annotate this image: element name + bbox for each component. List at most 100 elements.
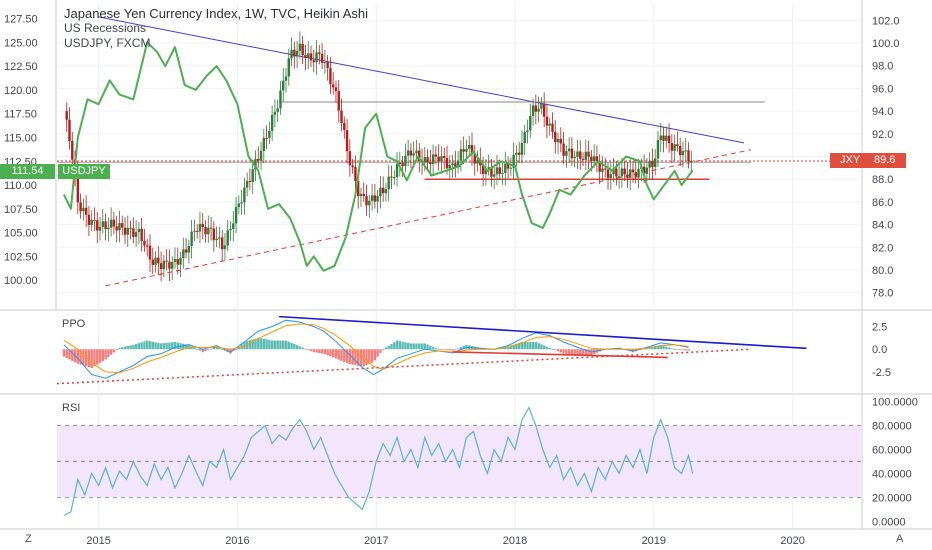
candle-body (193, 230, 196, 232)
candle-body (445, 157, 449, 169)
ppo-histogram-bar (584, 349, 588, 356)
candle-body (395, 164, 399, 177)
candle-body (312, 60, 315, 63)
candle-body (448, 165, 451, 169)
candle-body (676, 144, 679, 147)
candle-body (201, 223, 204, 228)
candle-body (173, 259, 177, 262)
x-axis-tick: 2015 (86, 535, 110, 547)
candle-body (123, 227, 127, 235)
ppo-histogram-bar (151, 341, 154, 350)
candle-body (662, 135, 665, 141)
ppo-histogram-bar (395, 340, 399, 350)
candle-body (345, 130, 349, 152)
ppo-histogram-bar (562, 349, 565, 354)
ppo-histogram-bar (320, 349, 324, 354)
candle-body (96, 220, 99, 231)
candle-body (301, 43, 304, 56)
ppo-histogram-bar (512, 344, 515, 350)
ppo-histogram-bar (309, 349, 313, 351)
candle-body (506, 164, 510, 169)
candle-body (229, 228, 232, 231)
candle-body (309, 53, 313, 61)
candle-body (284, 76, 288, 81)
candle-body (681, 151, 685, 156)
ppo-histogram-bar (273, 340, 277, 350)
ppo-histogram-bar (257, 337, 260, 350)
ppo-histogram-bar (173, 341, 177, 350)
ppo-histogram-bar (101, 349, 105, 362)
candle-body (609, 174, 612, 179)
candle-body (584, 151, 588, 160)
price-candles (65, 31, 693, 282)
candle-body (401, 162, 404, 167)
ppo-histogram-bar (520, 341, 524, 350)
ppo-histogram-bar (157, 342, 160, 350)
ppo-histogram-bar (334, 349, 338, 359)
ppo-histogram-bar (165, 342, 168, 350)
candle-body (93, 219, 96, 221)
right-axis-tick: 86.0 (872, 197, 893, 209)
candle-body (570, 148, 574, 159)
usdjpy-name: USDJPY (62, 165, 106, 177)
candle-body (107, 227, 110, 230)
ppo-histogram-bar (295, 345, 299, 350)
left-axis-tick: 110.00 (4, 180, 37, 192)
right-axis-tick: 84.0 (872, 220, 893, 232)
candle-body (251, 169, 254, 182)
ppo-histogram-bar (681, 349, 685, 351)
candle-body (642, 166, 646, 174)
rsi-axis-tick: 60.0000 (872, 445, 912, 457)
candle-body (184, 249, 188, 253)
right-axis-tick: 98.0 (872, 61, 893, 73)
ppo-histogram-bar (212, 347, 216, 350)
ppo-histogram-bar (115, 349, 118, 351)
candle-body (293, 49, 296, 57)
candle-body (179, 258, 182, 265)
candle-body (387, 176, 390, 190)
candle-body (307, 53, 310, 58)
right-axis-tick: 100.0 (872, 38, 900, 50)
auto-scale-button[interactable]: A (896, 533, 904, 545)
ppo-histogram-bar (368, 349, 371, 364)
ppo-histogram-bar (132, 344, 135, 350)
candle-body (304, 55, 307, 58)
candle-body (279, 90, 282, 109)
ppo-histogram-bar (293, 344, 296, 350)
ppo-histogram-bar (87, 349, 91, 368)
candle-body (223, 245, 227, 250)
candle-body (168, 261, 171, 269)
rsi-title: RSI (62, 402, 81, 414)
candle-body (576, 151, 579, 157)
jxy-badge: JXY 89.6 (830, 153, 906, 168)
ppo-histogram-bar (259, 338, 263, 350)
ppo-histogram-bar (65, 349, 68, 358)
ppo-histogram-bar (345, 349, 349, 364)
candle-body (84, 207, 88, 215)
candle-body (290, 49, 293, 59)
candle-body (551, 123, 554, 132)
candle-body (87, 214, 91, 226)
ppo-histogram-bar (359, 349, 363, 367)
ppo-histogram-bar (517, 342, 521, 350)
ppo-histogram-bar (146, 340, 149, 350)
ppo-histogram-bar (445, 349, 449, 351)
candle-body (620, 168, 624, 177)
candle-body (232, 223, 235, 229)
left-axis-tick: 105.00 (4, 228, 38, 240)
candle-body (617, 176, 621, 178)
candle-body (348, 151, 352, 166)
ppo-histogram-bar (251, 339, 254, 350)
ppo-histogram-bar (559, 349, 563, 353)
candle-body (426, 157, 429, 163)
ppo-histogram-bar (112, 349, 116, 353)
candle-body (612, 168, 615, 175)
ppo-histogram-bar (204, 349, 207, 351)
ppo-histogram-bar (270, 340, 274, 350)
ppo-histogram-bar (531, 341, 535, 350)
zoom-button[interactable]: Z (25, 533, 32, 545)
ppo-histogram-bar (118, 347, 121, 350)
ppo-histogram-bar (656, 345, 660, 350)
ppo-histogram-bar (454, 349, 457, 351)
candle-body (140, 228, 143, 241)
